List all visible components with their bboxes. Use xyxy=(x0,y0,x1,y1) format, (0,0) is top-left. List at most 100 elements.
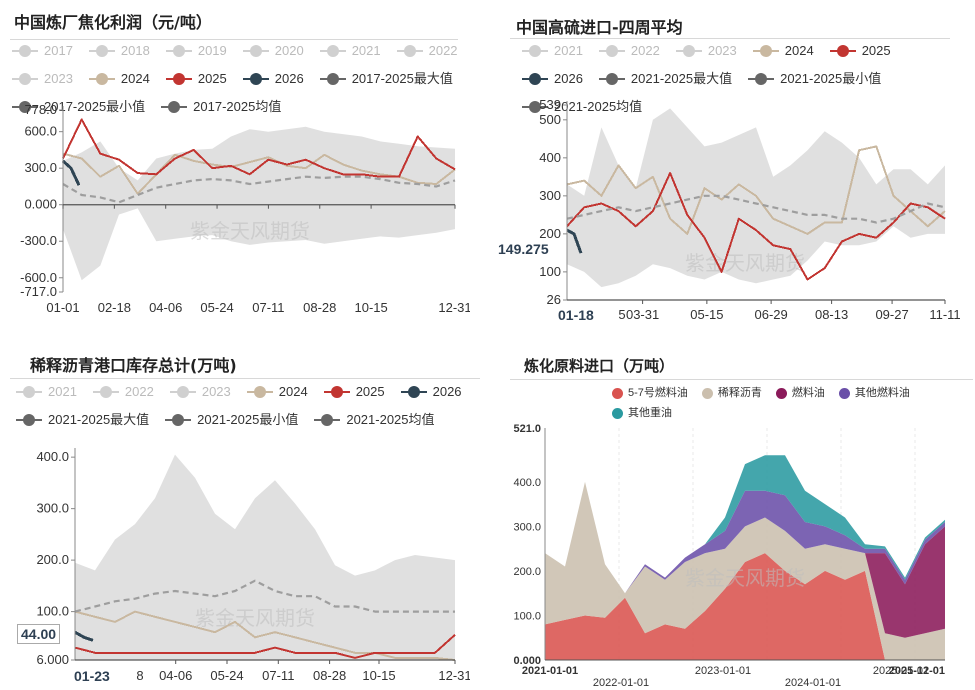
watermark: 紫金天风期货 xyxy=(195,606,315,630)
panel3-cursor-date: 01-23 xyxy=(74,668,110,684)
legend-swatch-icon xyxy=(323,386,350,398)
p1-legend-item[interactable]: 2017 xyxy=(12,38,73,64)
panel3-last-value-label: 44.00 xyxy=(17,624,61,644)
panel3-title-rule xyxy=(10,378,480,379)
p1-legend-item[interactable]: 2017-2025均值 xyxy=(161,94,281,120)
panel2-cursor-date: 01-18 xyxy=(558,307,594,323)
p1-legend-item[interactable]: 2026 xyxy=(242,66,304,92)
area-2 xyxy=(545,481,945,638)
p4-legend-item[interactable]: 5-7号燃料油 xyxy=(612,384,688,403)
legend-swatch-icon xyxy=(400,386,427,398)
area-0 xyxy=(545,553,945,660)
legend-label: 2023 xyxy=(707,43,737,58)
legend-swatch-icon xyxy=(16,386,42,398)
series-line-avg xyxy=(566,194,946,224)
p3-legend-item[interactable]: 2025 xyxy=(323,379,385,405)
legend-dot-icon xyxy=(775,388,787,399)
panel2-title-rule xyxy=(510,38,950,39)
series-line-2026 xyxy=(566,228,583,254)
legend-label: 2017-2025最小值 xyxy=(44,99,146,114)
p2-legend-item[interactable]: 2026 xyxy=(522,66,583,92)
p1-legend-item[interactable]: 2024 xyxy=(88,66,150,92)
y-tick-label: 300 xyxy=(539,188,561,203)
panel3-legend: 2021 2022 2023 2024 2025 2026 2021-2025最大值 2021… xyxy=(16,379,486,435)
x-tick-label: 09-27 xyxy=(875,307,908,322)
y-tick-label: 26 xyxy=(547,292,561,307)
x-tick-label: 2022-01-01 xyxy=(593,677,649,689)
p4-legend-item[interactable]: 其他重油 xyxy=(612,404,672,423)
legend-label: 2022 xyxy=(428,43,458,58)
legend-swatch-icon xyxy=(598,73,625,85)
p1-legend-item[interactable]: 2017-2025最大值 xyxy=(319,66,453,92)
legend-label: 2021-2025最大值 xyxy=(630,71,733,86)
x-tick-label: 03-31 xyxy=(626,307,659,322)
p4-legend-item[interactable]: 稀释沥青 xyxy=(701,384,762,403)
legend-swatch-icon xyxy=(169,386,196,398)
panel3-title: 稀释沥青港口库存总计(万吨) xyxy=(30,356,237,375)
p3-legend-item[interactable]: 2021 xyxy=(16,379,77,405)
legend-label: 2022 xyxy=(630,43,660,58)
legend-swatch-icon xyxy=(161,101,188,113)
p2-legend-item[interactable]: 2025 xyxy=(829,38,891,64)
legend-label: 2021-2025最大值 xyxy=(48,412,150,427)
y-tick-label: 539 xyxy=(539,97,561,112)
x-tick-label: 07-11 xyxy=(252,300,284,315)
p3-legend-item[interactable]: 2026 xyxy=(400,379,462,405)
panel2-last-value-label: 149.275 xyxy=(496,241,551,257)
p2-legend-item[interactable]: 2023 xyxy=(675,38,737,64)
y-tick-label: 600.0 xyxy=(24,124,57,139)
y-tick-label: -300.0 xyxy=(20,233,57,248)
p3-legend-item[interactable]: 2024 xyxy=(246,379,308,405)
y-tick-label: 0.000 xyxy=(24,197,57,212)
legend-swatch-icon xyxy=(314,414,341,426)
p4-legend-item[interactable]: 燃料油 xyxy=(775,384,825,403)
p2-legend-item[interactable]: 2024 xyxy=(752,38,814,64)
legend-swatch-icon xyxy=(748,73,775,85)
series-line-2025 xyxy=(566,172,946,281)
legend-swatch-icon xyxy=(829,45,856,57)
p1-legend-item[interactable]: 2017-2025最小值 xyxy=(12,94,145,120)
p4-legend-item[interactable]: 其他燃料油 xyxy=(838,384,910,403)
legend-label: 2021 xyxy=(351,43,381,58)
legend-label: 其他燃料油 xyxy=(854,387,910,399)
p2-legend-item[interactable]: 2021 xyxy=(522,38,583,64)
p3-legend-item[interactable]: 2021-2025均值 xyxy=(314,407,435,433)
watermark: 紫金天风期货 xyxy=(190,219,310,243)
y-tick-label: 400 xyxy=(539,150,561,165)
panel3-chart: 紫金天风期货 400.0 300.0 200.0 100.0 6.000 04-06 05-2… xyxy=(36,448,470,683)
series-line-2024 xyxy=(566,145,946,235)
y-tick-label: 100.0 xyxy=(513,610,541,622)
p1-legend-item[interactable]: 2020 xyxy=(242,38,304,64)
p2-legend-item[interactable]: 2022 xyxy=(598,38,660,64)
x-tick-label: 11-11 xyxy=(929,307,960,322)
p1-legend-item[interactable]: 2019 xyxy=(165,38,227,64)
y-tick-label: 0.000 xyxy=(513,655,541,667)
panel1-title: 中国炼厂焦化利润（元/吨） xyxy=(14,13,212,32)
x-tick-label: 08-13 xyxy=(815,307,848,322)
legend-label: 2021 xyxy=(554,43,583,58)
p1-legend-item[interactable]: 2023 xyxy=(12,66,73,92)
legend-swatch-icon xyxy=(165,73,192,85)
p2-legend-item[interactable]: 2021-2025最小值 xyxy=(748,66,881,92)
legend-label: 2024 xyxy=(784,43,814,58)
p1-legend-item[interactable]: 2021 xyxy=(319,38,381,64)
x-tick-label: 07-11 xyxy=(262,668,294,683)
p3-legend-item[interactable]: 2021-2025最小值 xyxy=(165,407,298,433)
legend-swatch-icon xyxy=(246,386,273,398)
y-tick-label: -717.0 xyxy=(20,284,57,299)
p1-legend-item[interactable]: 2018 xyxy=(88,38,150,64)
legend-swatch-icon xyxy=(92,386,119,398)
legend-label: 5-7号燃料油 xyxy=(628,387,688,399)
p3-legend-item[interactable]: 2021-2025最大值 xyxy=(16,407,149,433)
legend-swatch-icon xyxy=(522,73,548,85)
p2-legend-item[interactable]: 2021-2025均值 xyxy=(522,94,642,120)
p2-legend-item[interactable]: 2021-2025最大值 xyxy=(598,66,733,92)
p1-legend-item[interactable]: 2022 xyxy=(396,38,458,64)
legend-label: 2021-2025均值 xyxy=(346,412,435,427)
p3-legend-item[interactable]: 2023 xyxy=(169,379,231,405)
max-min-band xyxy=(75,454,455,660)
max-min-band xyxy=(567,108,945,288)
p1-legend-item[interactable]: 2025 xyxy=(165,66,227,92)
p3-legend-item[interactable]: 2022 xyxy=(92,379,154,405)
y-tick-label: 100 xyxy=(539,264,561,279)
